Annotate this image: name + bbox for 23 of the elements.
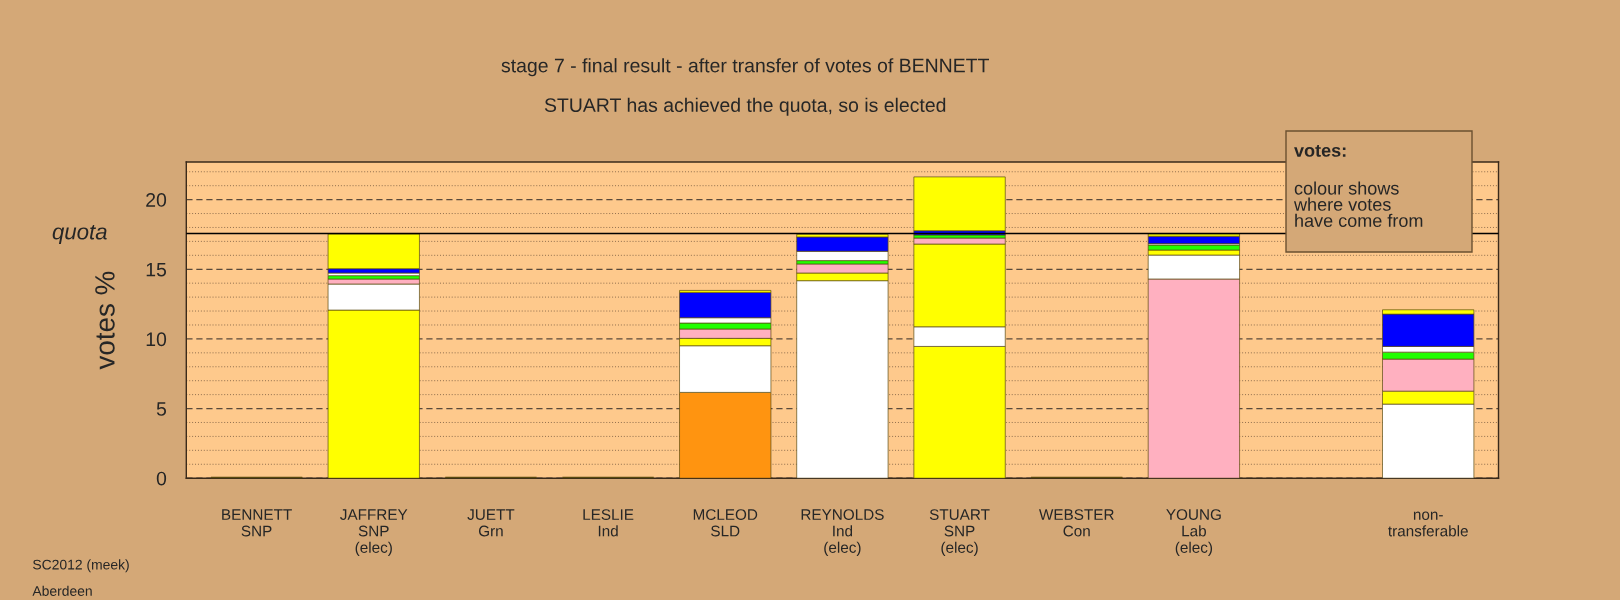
x-tick-label: JUETT Grn bbox=[467, 509, 515, 537]
text: SC2012 (meek) bbox=[33, 559, 129, 573]
text: Aberdeen bbox=[32, 585, 92, 596]
x-tick-label: LESLIE Ind bbox=[583, 509, 634, 537]
x-tick-label: STUART SNP (elec) bbox=[929, 509, 990, 556]
chart-subtitle: STUART has achieved the quota, so is elected bbox=[544, 97, 946, 116]
y-axis-title: votes % bbox=[95, 271, 115, 370]
x-tick-label: JAFFREY SNP (elec) bbox=[340, 509, 408, 556]
ref-line-label: quota bbox=[52, 224, 107, 244]
x-tick-label: REYNOLDS Ind (elec) bbox=[801, 509, 884, 556]
annotation: colour shows where votes have come from bbox=[1293, 181, 1423, 228]
x-tick-label: non- transferable bbox=[1388, 511, 1468, 537]
x-tick-label: WEBSTER Con bbox=[1039, 509, 1114, 537]
y-tick-label: 10 bbox=[146, 332, 167, 347]
text: votes: bbox=[1294, 144, 1346, 157]
x-tick-label: MCLEOD SLD bbox=[693, 509, 758, 537]
y-tick-label: 20 bbox=[146, 193, 167, 207]
y-tick-label: 5 bbox=[156, 402, 167, 416]
x-tick-label: BENNETT SNP bbox=[222, 509, 292, 537]
y-tick-label: 0 bbox=[156, 471, 167, 486]
x-tick-label: YOUNG Lab (elec) bbox=[1166, 509, 1221, 556]
y-tick-label: 15 bbox=[146, 262, 167, 277]
chart-title: stage 7 - final result - after transfer of votes of BENNETT bbox=[501, 58, 989, 77]
